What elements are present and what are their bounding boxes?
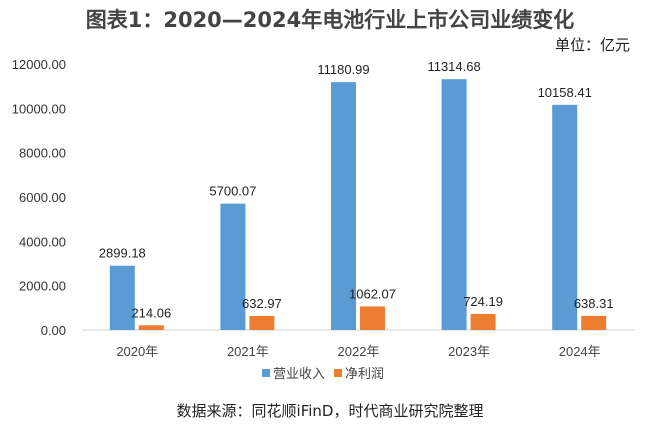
- bar-revenue: [331, 82, 356, 330]
- bar-net-profit: [581, 315, 607, 330]
- bar-net-profit: [360, 306, 385, 330]
- bar-net-profit: [249, 315, 275, 330]
- data-label: 5700.07: [209, 184, 256, 199]
- bar-revenue: [109, 265, 135, 330]
- unit-label: 单位：亿元: [554, 36, 630, 54]
- data-label: 11180.99: [317, 62, 369, 77]
- x-tick-label: 2024年: [559, 344, 601, 359]
- y-tick-label: 4000.00: [19, 234, 66, 249]
- x-tick-label: 2022年: [338, 344, 380, 359]
- bar-net-profit: [470, 313, 496, 330]
- data-label: 1062.07: [349, 286, 396, 301]
- bar-revenue: [220, 203, 246, 330]
- legend-label: 营业收入: [273, 366, 325, 381]
- data-label: 10158.41: [538, 85, 592, 100]
- data-label: 11314.68: [427, 59, 480, 74]
- x-tick-label: 2021年: [227, 344, 269, 359]
- x-tick-label: 2020年: [116, 344, 158, 359]
- data-label: 214.06: [131, 305, 171, 320]
- y-tick-label: 2000.00: [19, 279, 66, 294]
- plot-area: 0.00 2000.00 4000.00 6000.00 8000.00 10000.00…: [12, 57, 635, 381]
- y-tick-label: 8000.00: [19, 146, 66, 161]
- legend-label: 净利润: [345, 366, 384, 381]
- legend-swatch: [334, 369, 342, 377]
- y-tick-label: 6000.00: [19, 190, 66, 205]
- bar-revenue: [552, 104, 578, 330]
- y-tick-label: 0.00: [41, 323, 66, 338]
- y-tick-label: 12000.00: [12, 57, 66, 72]
- bar-revenue: [441, 79, 467, 331]
- data-label: 638.31: [574, 296, 614, 311]
- y-tick-label: 10000.00: [12, 101, 66, 116]
- chart-title: 图表1：2020—2024年电池行业上市公司业绩变化: [85, 8, 575, 32]
- legend-swatch: [262, 369, 270, 377]
- data-label: 632.97: [242, 296, 282, 311]
- bar-net-profit: [138, 325, 164, 330]
- data-label: 2899.18: [99, 246, 146, 261]
- x-tick-label: 2023年: [448, 344, 490, 359]
- source-note: 数据来源：同花顺iFinD，时代商业研究院整理: [176, 402, 484, 420]
- data-label: 724.19: [463, 294, 503, 309]
